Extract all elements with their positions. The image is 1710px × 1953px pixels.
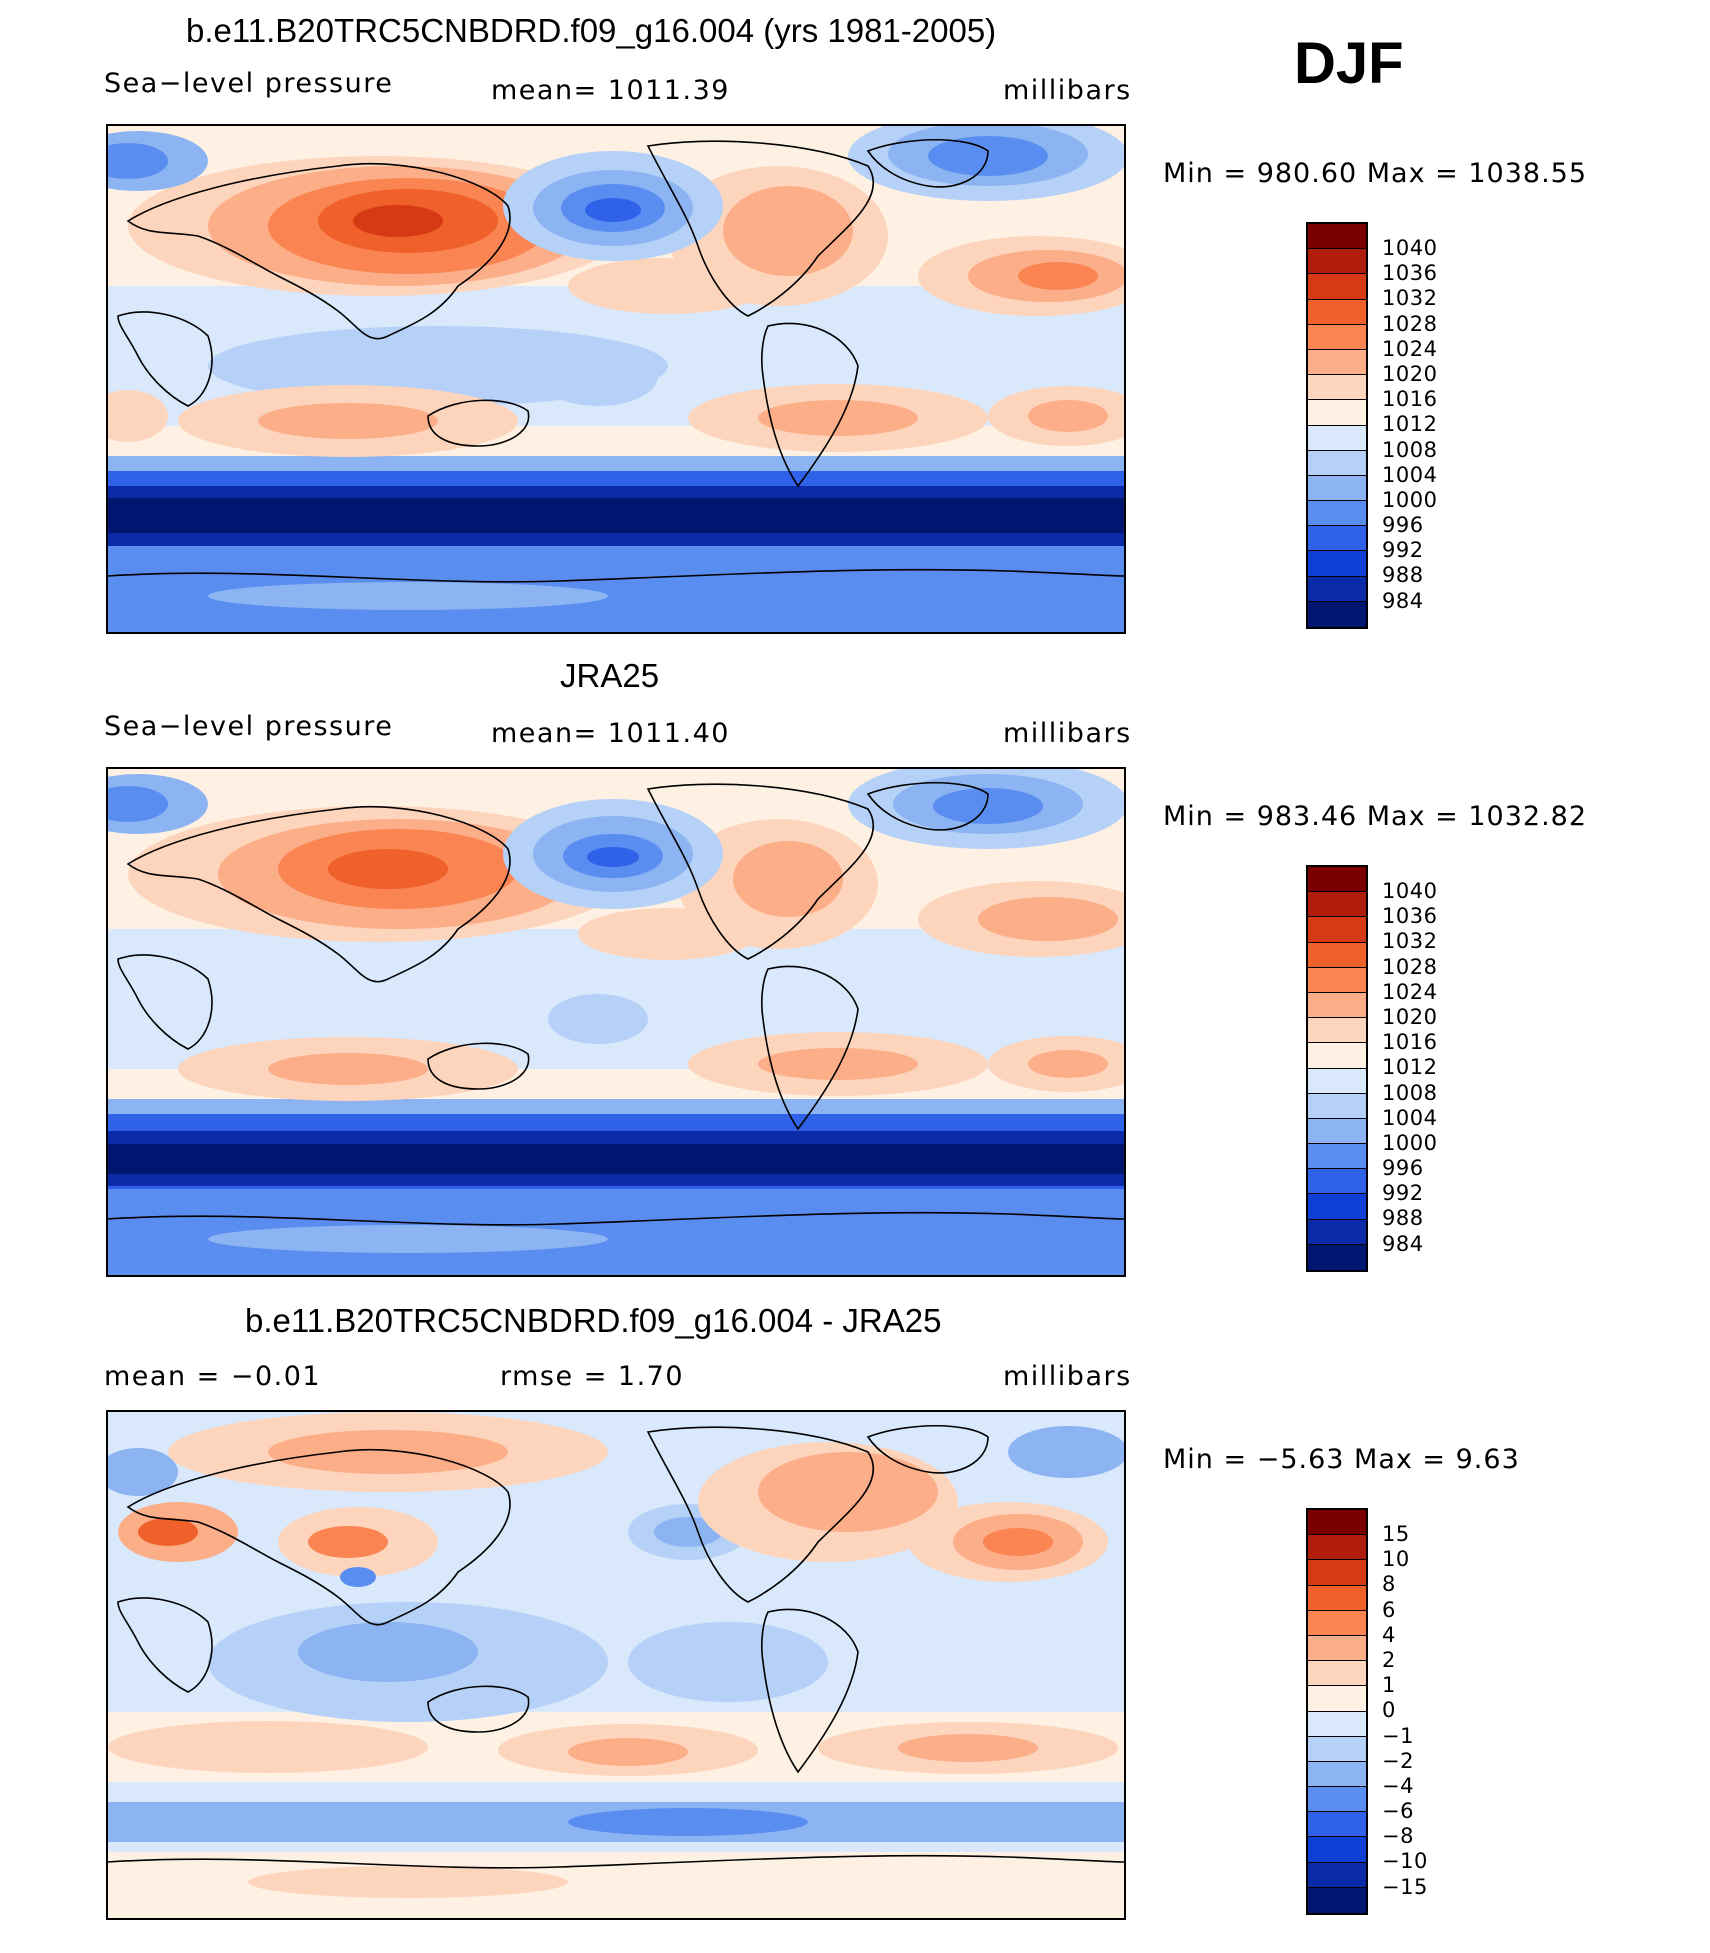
panel-units-diff: millibars [1003,1361,1132,1392]
colorbar-tick: 6 [1382,1597,1396,1622]
colorbar-tick: −15 [1382,1874,1428,1899]
colorbar-tick: 1012 [1382,1055,1438,1080]
colorbar-tick: 4 [1382,1622,1396,1647]
colorbar-tick: 1016 [1382,387,1438,412]
panel-units-obs: millibars [1003,718,1132,749]
colorbar-tick: 1000 [1382,1130,1438,1155]
colorbar-tick: 8 [1382,1572,1396,1597]
colorbar-tick: 984 [1382,1231,1424,1256]
colorbar-tick: 1 [1382,1673,1396,1698]
colorbar-tick: 1036 [1382,261,1438,286]
panel-left-label-obs: Sea−level pressure [104,711,394,742]
colorbar-tick: 996 [1382,513,1424,538]
colorbar-tick: 1004 [1382,462,1438,487]
panel-minmax-model: Min = 980.60 Max = 1038.55 [1163,158,1588,189]
slp-map-obs [106,767,1126,1277]
colorbar-tick: 1016 [1382,1030,1438,1055]
colorbar-ticks-diff: 15 10 8 6 4 2 1 0 −1 −2 −4 −6 −8 −10 −15 [1382,1522,1428,1900]
colorbar-tick: 1040 [1382,879,1438,903]
colorbar-tick: 996 [1382,1156,1424,1181]
colorbar-tick: 992 [1382,1181,1424,1206]
colorbar-tick: −4 [1382,1773,1414,1798]
colorbar-tick: 1028 [1382,954,1438,979]
panel-mean-model: mean= 1011.39 [491,75,730,106]
colorbar-tick: −6 [1382,1799,1414,1824]
colorbar-tick: 10 [1382,1547,1410,1572]
colorbar-tick: 1020 [1382,361,1438,386]
colorbar-tick: 1004 [1382,1105,1438,1130]
panel-mean-diff: mean = −0.01 [104,1361,322,1392]
colorbar-tick: 1008 [1382,437,1438,462]
colorbar-tick: 1008 [1382,1080,1438,1105]
colorbar-tick: 1040 [1382,236,1438,260]
colorbar-tick: −1 [1382,1723,1414,1748]
colorbar-tick: 988 [1382,563,1424,588]
colorbar-tick: 15 [1382,1522,1410,1546]
colorbar-tick: 0 [1382,1698,1396,1723]
panel-title-model: b.e11.B20TRC5CNBDRD.f09_g16.004 (yrs 198… [186,12,997,49]
panel-title-obs: JRA25 [560,657,660,694]
colorbar-tick: 1028 [1382,311,1438,336]
slp-map-diff [106,1410,1126,1920]
colorbar-model [1306,222,1368,629]
colorbar-tick: 992 [1382,538,1424,563]
colorbar-tick: 1012 [1382,412,1438,437]
colorbar-tick: −2 [1382,1748,1414,1773]
panel-mean-obs: mean= 1011.40 [491,718,730,749]
colorbar-ticks-obs: 1040 1036 1032 1028 1024 1020 1016 1012 … [1382,879,1437,1257]
colorbar-tick: 1036 [1382,904,1438,929]
slp-field-diff [108,1412,1124,1918]
panel-rmse-diff: rmse = 1.70 [500,1361,685,1392]
colorbar-tick: 1020 [1382,1004,1438,1029]
colorbar-tick: 1000 [1382,487,1438,512]
season-label: DJF [1294,31,1404,96]
slp-map-model [106,124,1126,634]
colorbar-diff [1306,1508,1368,1915]
colorbar-tick: 1032 [1382,929,1438,954]
slp-field-obs [108,769,1124,1275]
colorbar-ticks-model: 1040 1036 1032 1028 1024 1020 1016 1012 … [1382,236,1437,614]
colorbar-tick: −8 [1382,1824,1414,1849]
colorbar-tick: 1024 [1382,336,1438,361]
colorbar-tick: −10 [1382,1849,1428,1874]
panel-left-label-model: Sea−level pressure [104,68,394,99]
colorbar-tick: 1032 [1382,286,1438,311]
panel-minmax-obs: Min = 983.46 Max = 1032.82 [1163,801,1588,832]
slp-field-model [108,126,1124,632]
panel-title-diff: b.e11.B20TRC5CNBDRD.f09_g16.004 - JRA25 [245,1302,942,1339]
colorbar-tick: 988 [1382,1206,1424,1231]
colorbar-tick: 1024 [1382,979,1438,1004]
colorbar-tick: 2 [1382,1647,1396,1672]
colorbar-obs [1306,865,1368,1272]
panel-minmax-diff: Min = −5.63 Max = 9.63 [1163,1444,1520,1475]
colorbar-tick: 984 [1382,588,1424,613]
panel-units-model: millibars [1003,75,1132,106]
